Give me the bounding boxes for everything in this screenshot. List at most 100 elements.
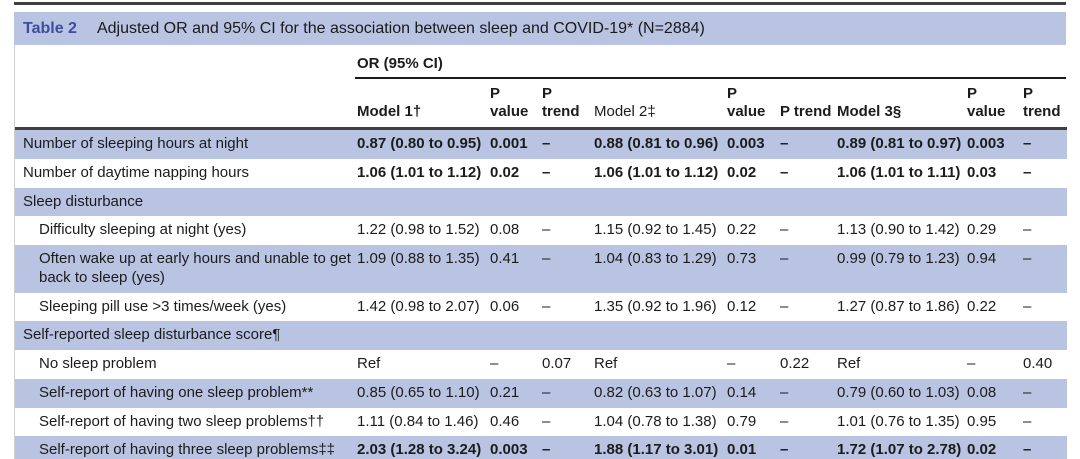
header-p-value-1: P value [488, 79, 540, 130]
cell-value: 0.95 [967, 412, 997, 430]
table-row: Difficulty sleeping at night (yes) 1.22 (… [15, 216, 1067, 245]
cell-value: 0.003 [727, 135, 765, 152]
cell-value: 2.03 (1.28 to 3.24) [357, 441, 482, 459]
cell-value: 0.07 [542, 355, 572, 372]
table-row: Self-report of having one sleep problem*… [15, 378, 1067, 408]
cell-value: 1.04 (0.83 to 1.29) [594, 250, 717, 267]
cell-value: 0.88 (0.81 to 0.96) [594, 135, 719, 152]
cell-value [592, 321, 725, 350]
table-number: Table 2 [23, 19, 77, 37]
row-label: Self-report of having three sleep proble… [39, 441, 336, 459]
cell-value: – [780, 163, 789, 181]
cell-value [778, 321, 835, 350]
row-label: Sleep disturbance [23, 192, 144, 210]
cell-value: 0.99 (0.79 to 1.23) [837, 250, 960, 267]
cell-value: – [780, 441, 789, 459]
section-row: Sleep disturbance [15, 187, 1067, 217]
cell-value: 0.02 [727, 163, 757, 181]
top-rule [14, 2, 1066, 5]
section-row: Self-reported sleep disturbance score¶ [15, 321, 1067, 350]
cell-value: 1.01 (0.76 to 1.35) [837, 412, 960, 430]
cell-value: – [542, 163, 551, 181]
row-label: Self-report of having two sleep problems… [39, 412, 325, 430]
cell-value [965, 188, 1021, 217]
cell-value: 0.003 [490, 441, 528, 459]
row-label: Number of sleeping hours at night [23, 135, 249, 152]
cell-value [1021, 188, 1067, 217]
cell-value: – [1023, 441, 1032, 459]
cell-value: – [1023, 163, 1032, 181]
cell-value: – [542, 412, 551, 430]
row-label: Number of daytime napping hours [23, 163, 249, 181]
cell-value: – [1023, 412, 1032, 430]
cell-value: 0.12 [727, 297, 757, 315]
cell-value: – [1023, 297, 1032, 315]
cell-value: – [1023, 250, 1032, 267]
cell-value [965, 321, 1021, 350]
cell-value: – [727, 355, 736, 372]
table-body: OR (95% CI) Model 1† P value P trend Mod… [14, 45, 1067, 459]
cell-value: 0.40 [1023, 355, 1053, 372]
cell-value: 1.13 (0.90 to 1.42) [837, 221, 960, 239]
results-table: Model 1† P value P trend Model 2‡ P valu… [15, 79, 1067, 459]
cell-value: 0.29 [967, 221, 997, 239]
cell-value: 0.79 (0.60 to 1.03) [837, 383, 960, 401]
header-model-3: Model 3§ [835, 79, 965, 130]
row-label: No sleep problem [39, 355, 157, 372]
cell-value: – [542, 250, 551, 267]
cell-value: – [1023, 135, 1032, 152]
header-p-value-2: P value [725, 79, 778, 130]
cell-value: 0.94 [967, 250, 997, 267]
header-p-value-3: P value [965, 79, 1021, 130]
table-row: Self-report of having three sleep proble… [15, 436, 1067, 459]
cell-value: 1.72 (1.07 to 2.78) [837, 441, 962, 459]
cell-value: 0.22 [967, 297, 997, 315]
group-header-or-ci: OR (95% CI) [355, 53, 1066, 79]
cell-value [835, 321, 965, 350]
table-row: Often wake up at early hours and unable … [15, 245, 1067, 293]
cell-value: – [542, 383, 551, 401]
cell-value: – [780, 297, 789, 315]
cell-value: – [967, 355, 976, 372]
table-row: Number of sleeping hours at night 0.87 (0… [15, 128, 1067, 159]
cell-value: 0.22 [780, 355, 810, 372]
cell-value: Ref [357, 355, 381, 372]
cell-value: 0.79 [727, 412, 757, 430]
cell-value: 1.22 (0.98 to 1.52) [357, 221, 480, 239]
row-label: Difficulty sleeping at night (yes) [39, 221, 247, 239]
header-empty [15, 79, 355, 130]
cell-value: 0.22 [727, 221, 757, 239]
cell-value: 0.03 [967, 163, 997, 181]
cell-value: – [1023, 221, 1032, 239]
header-row: Model 1† P value P trend Model 2‡ P valu… [15, 79, 1067, 130]
cell-value: – [490, 355, 499, 372]
table-row: Number of daytime napping hours 1.06 (1.0… [15, 159, 1067, 188]
cell-value: 0.46 [490, 412, 520, 430]
cell-value: 1.06 (1.01 to 1.11) [837, 163, 961, 181]
cell-value [355, 321, 488, 350]
cell-value: – [780, 250, 789, 267]
cell-value: 0.08 [490, 221, 520, 239]
cell-value: 1.42 (0.98 to 2.07) [357, 297, 480, 315]
cell-value: – [1023, 383, 1032, 401]
cell-value: 0.08 [967, 383, 997, 401]
cell-value: 0.06 [490, 297, 520, 315]
cell-value: 1.11 (0.84 to 1.46) [357, 412, 479, 430]
cell-value: Ref [594, 355, 618, 372]
cell-value: – [780, 135, 789, 152]
group-header-row: OR (95% CI) [15, 45, 1066, 79]
row-label: Sleeping pill use >3 times/week (yes) [39, 297, 287, 315]
header-p-trend-1: P trend [540, 79, 592, 130]
table-row: Sleeping pill use >3 times/week (yes) 1.4… [15, 293, 1067, 322]
cell-value: 0.82 (0.63 to 1.07) [594, 383, 717, 401]
cell-value [488, 321, 540, 350]
table-title: Adjusted OR and 95% CI for the associati… [96, 19, 705, 37]
row-label: Often wake up at early hours and unable … [39, 250, 351, 286]
header-p-trend-2: P trend [778, 79, 835, 130]
cell-value: 0.02 [490, 163, 520, 181]
cell-value [1021, 321, 1067, 350]
cell-value [488, 188, 540, 217]
table-caption-bar: Table 2 Adjusted OR and 95% CI for the a… [14, 12, 1066, 45]
cell-value: – [542, 221, 551, 239]
cell-value: 0.85 (0.65 to 1.10) [357, 383, 480, 401]
